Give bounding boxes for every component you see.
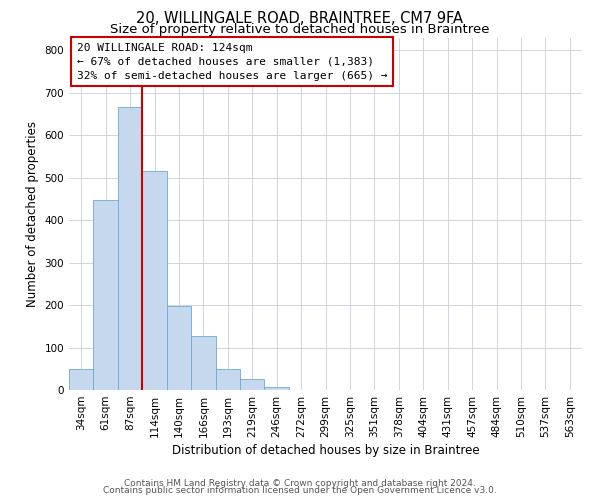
Bar — [94, 200, 118, 390]
Text: Contains HM Land Registry data © Crown copyright and database right 2024.: Contains HM Land Registry data © Crown c… — [124, 478, 476, 488]
Bar — [191, 336, 215, 390]
Text: 20 WILLINGALE ROAD: 124sqm
← 67% of detached houses are smaller (1,383)
32% of s: 20 WILLINGALE ROAD: 124sqm ← 67% of deta… — [77, 43, 387, 81]
Text: 20, WILLINGALE ROAD, BRAINTREE, CM7 9FA: 20, WILLINGALE ROAD, BRAINTREE, CM7 9FA — [137, 11, 464, 26]
Bar — [142, 171, 167, 390]
Bar — [167, 306, 191, 390]
Bar — [215, 369, 240, 390]
Text: Contains public sector information licensed under the Open Government Licence v3: Contains public sector information licen… — [103, 486, 497, 495]
Bar — [118, 106, 142, 390]
X-axis label: Distribution of detached houses by size in Braintree: Distribution of detached houses by size … — [172, 444, 479, 457]
Bar — [265, 386, 289, 390]
Bar — [240, 378, 265, 390]
Y-axis label: Number of detached properties: Number of detached properties — [26, 120, 39, 306]
Bar — [69, 369, 94, 390]
Text: Size of property relative to detached houses in Braintree: Size of property relative to detached ho… — [110, 22, 490, 36]
